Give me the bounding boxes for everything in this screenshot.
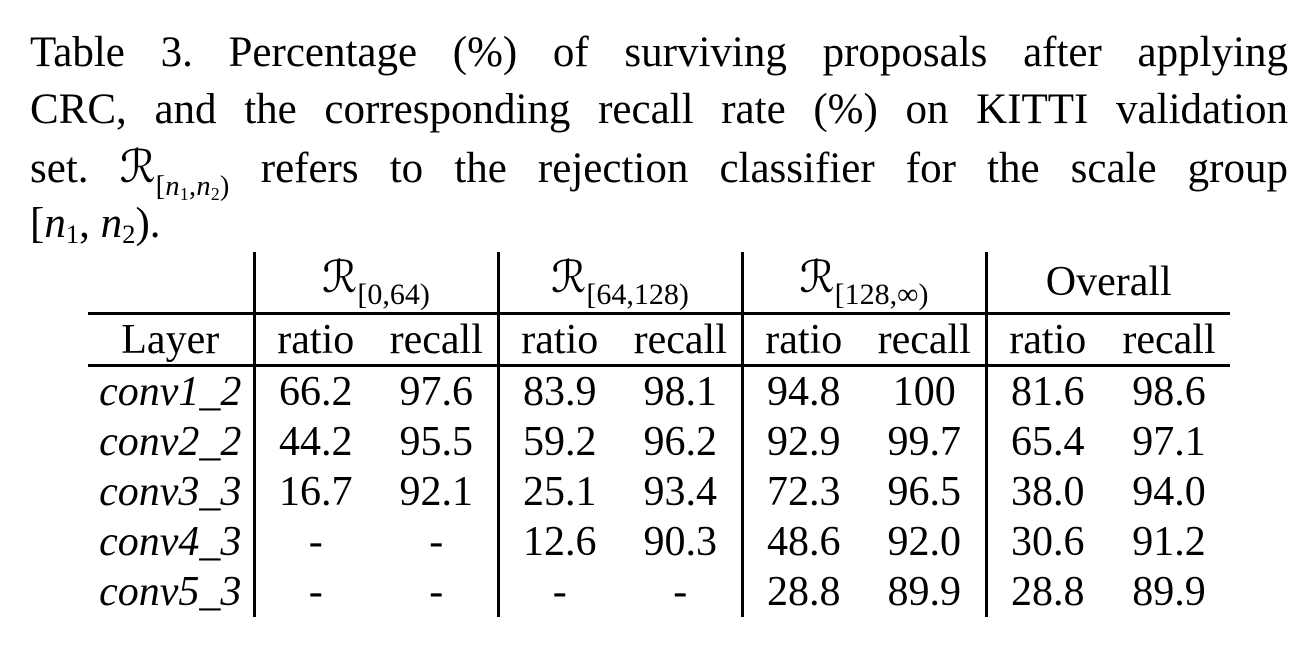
table-cell: 99.7 [887, 419, 962, 465]
table-cell: 90.3 [643, 519, 718, 565]
table-cell: 16.7 [252, 467, 376, 517]
recall-header: recall [376, 313, 498, 367]
table-row-conv2_2: conv2_2 44.2 95.5 59.2 96.2 92.9 99.7 65… [88, 417, 1230, 467]
ratio-header: ratio [984, 313, 1108, 367]
table-cell: 65.4 [984, 417, 1108, 467]
table-cell: 25.1 [496, 467, 620, 517]
group-header-overall: Overall [984, 252, 1230, 315]
script-R-glyph: ℛ [119, 140, 156, 193]
group-header-scale-0-64: ℛ[0,64) [252, 252, 498, 315]
table-cell: - [673, 569, 688, 615]
table-cell: 96.5 [887, 469, 962, 515]
group-header-scale-64-128: ℛ[64,128) [496, 252, 742, 315]
table-cell: 91.2 [1132, 519, 1206, 565]
table-cell: 97.6 [399, 369, 474, 415]
group-header-scale-128-inf: ℛ[128,∞) [740, 252, 986, 315]
caption-line-3: set. ℛ[n1,n2) refers to the rejection cl… [30, 138, 1289, 204]
caption-line3-prefix: set. [30, 145, 89, 192]
script-R-glyph: ℛ [322, 252, 358, 303]
recall-header: recall [620, 313, 742, 367]
group-subscript: [0,64) [357, 278, 430, 311]
sub-header-row: Layer ratio recall ratio recall ratio re… [88, 313, 1230, 367]
table-cell: 89.9 [887, 569, 962, 615]
ratio-header: ratio [496, 313, 620, 367]
table-cell: 95.5 [399, 419, 474, 465]
table-cell: 96.2 [643, 419, 718, 465]
caption-line3-suffix: refers to the rejection classifier for t… [260, 145, 1289, 192]
table-cell: 92.0 [887, 519, 962, 565]
table-cell: 38.0 [984, 467, 1108, 517]
table-cell: 66.2 [252, 365, 376, 417]
table-cell: 12.6 [496, 517, 620, 567]
ratio-header: ratio [252, 313, 376, 367]
rejection-classifier-symbol: ℛ[n1,n2) [120, 140, 230, 204]
table-cell: 83.9 [496, 365, 620, 417]
caption-line-1: Table 3. Percentage (%) of surviving pro… [30, 29, 1288, 76]
table-cell: - [252, 517, 376, 567]
caption-line-4: [n1, n2). [30, 200, 161, 249]
table-cell: 94.8 [740, 365, 864, 417]
table-cell: 30.6 [984, 517, 1108, 567]
table-row-conv3_3: conv3_3 16.7 92.1 25.1 93.4 72.3 96.5 38… [88, 467, 1230, 517]
layer-column-header: Layer [88, 313, 254, 367]
table-cell: 89.9 [1132, 569, 1206, 615]
layer-label: conv3_3 [99, 469, 242, 515]
table-cell: 92.9 [740, 417, 864, 467]
table-row-conv1_2: conv1_2 66.2 97.6 83.9 98.1 94.8 100 81.… [88, 365, 1230, 417]
table-cell: 28.8 [984, 567, 1108, 617]
table-cell: - [429, 519, 444, 565]
table-cell: 98.1 [643, 369, 718, 415]
corner-cell [88, 252, 254, 315]
table-cell: 28.8 [740, 567, 864, 617]
table-cell: 100 [892, 369, 956, 415]
recall-header: recall [864, 313, 986, 367]
table-cell: 93.4 [643, 469, 718, 515]
group-subscript: [128,∞) [834, 278, 929, 311]
results-table-container: ℛ[0,64) ℛ[64,128) ℛ[128,∞) Overall Layer… [88, 252, 1230, 617]
table-cell: - [429, 569, 444, 615]
table-cell: 97.1 [1132, 419, 1206, 465]
table-row-conv4_3: conv4_3 - - 12.6 90.3 48.6 92.0 30.6 91.… [88, 517, 1230, 567]
script-R-glyph: ℛ [551, 252, 587, 303]
layer-label: conv4_3 [99, 519, 242, 565]
caption-line-2: CRC, and the corresponding recall rate (… [30, 86, 1288, 133]
table-cell: 81.6 [984, 365, 1108, 417]
table-cell: 59.2 [496, 417, 620, 467]
table-cell: 44.2 [252, 417, 376, 467]
layer-label: conv1_2 [99, 369, 242, 415]
table-cell: - [252, 567, 376, 617]
group-header-row: ℛ[0,64) ℛ[64,128) ℛ[128,∞) Overall [88, 252, 1230, 315]
ratio-header: ratio [740, 313, 864, 367]
symbol-subscript: [n1,n2) [155, 170, 230, 204]
table-cell: - [496, 567, 620, 617]
script-R-glyph: ℛ [799, 252, 835, 303]
recall-header: recall [1108, 313, 1230, 367]
table-cell: 92.1 [399, 469, 474, 515]
layer-label: conv5_3 [99, 569, 242, 615]
table-cell: 72.3 [740, 467, 864, 517]
results-table: ℛ[0,64) ℛ[64,128) ℛ[128,∞) Overall Layer… [88, 252, 1230, 617]
table-caption: Table 3. Percentage (%) of surviving pro… [30, 24, 1288, 252]
table-row-conv5_3: conv5_3 - - - - 28.8 89.9 28.8 89.9 [88, 567, 1230, 617]
layer-label: conv2_2 [99, 419, 242, 465]
table-cell: 48.6 [740, 517, 864, 567]
table-cell: 98.6 [1132, 369, 1206, 415]
group-subscript: [64,128) [586, 278, 689, 311]
table-cell: 94.0 [1132, 469, 1206, 515]
